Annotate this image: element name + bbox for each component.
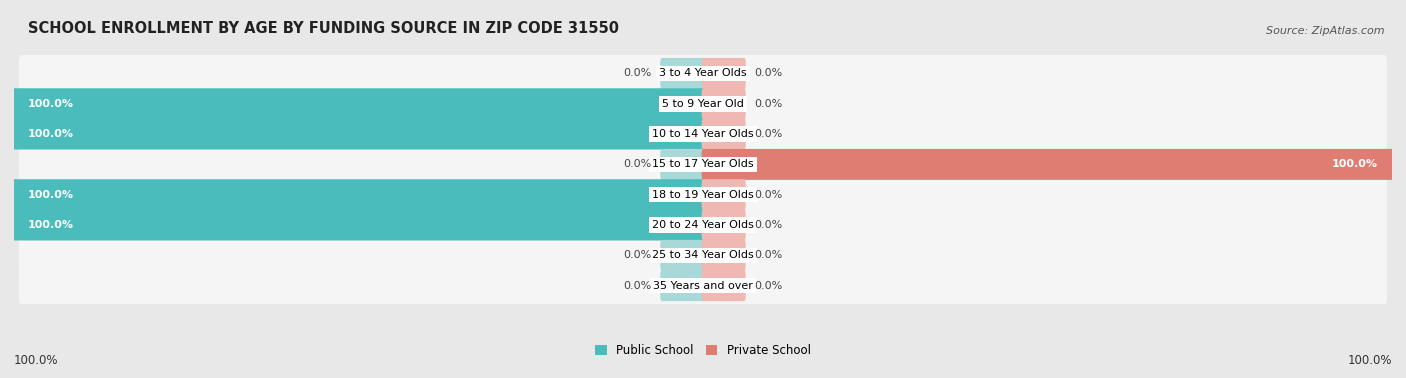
Text: 0.0%: 0.0% [623,281,651,291]
Text: 0.0%: 0.0% [755,68,783,78]
FancyBboxPatch shape [661,58,704,89]
FancyBboxPatch shape [18,176,1388,213]
Text: SCHOOL ENROLLMENT BY AGE BY FUNDING SOURCE IN ZIP CODE 31550: SCHOOL ENROLLMENT BY AGE BY FUNDING SOUR… [28,21,619,36]
FancyBboxPatch shape [702,270,745,301]
FancyBboxPatch shape [702,209,745,240]
FancyBboxPatch shape [18,267,1388,304]
Text: 0.0%: 0.0% [755,250,783,260]
FancyBboxPatch shape [18,237,1388,274]
Text: 100.0%: 100.0% [1331,160,1378,169]
Text: 0.0%: 0.0% [623,250,651,260]
FancyBboxPatch shape [661,149,704,180]
Text: 100.0%: 100.0% [28,220,75,230]
FancyBboxPatch shape [18,206,1388,243]
FancyBboxPatch shape [18,85,1388,122]
Text: 0.0%: 0.0% [755,281,783,291]
FancyBboxPatch shape [13,119,704,150]
Text: 35 Years and over: 35 Years and over [652,281,754,291]
Text: 100.0%: 100.0% [14,354,59,367]
FancyBboxPatch shape [702,179,745,210]
Text: 100.0%: 100.0% [28,129,75,139]
Text: 100.0%: 100.0% [1347,354,1392,367]
FancyBboxPatch shape [13,88,704,119]
FancyBboxPatch shape [661,240,704,271]
FancyBboxPatch shape [18,55,1388,92]
Text: 0.0%: 0.0% [755,220,783,230]
Text: 25 to 34 Year Olds: 25 to 34 Year Olds [652,250,754,260]
FancyBboxPatch shape [18,116,1388,153]
Legend: Public School, Private School: Public School, Private School [591,339,815,361]
Text: Source: ZipAtlas.com: Source: ZipAtlas.com [1267,26,1385,36]
Text: 0.0%: 0.0% [755,190,783,200]
FancyBboxPatch shape [702,240,745,271]
FancyBboxPatch shape [702,149,1393,180]
FancyBboxPatch shape [13,209,704,240]
Text: 0.0%: 0.0% [623,160,651,169]
FancyBboxPatch shape [13,179,704,210]
Text: 0.0%: 0.0% [755,99,783,109]
Text: 0.0%: 0.0% [755,129,783,139]
Text: 0.0%: 0.0% [623,68,651,78]
Text: 18 to 19 Year Olds: 18 to 19 Year Olds [652,190,754,200]
FancyBboxPatch shape [661,270,704,301]
FancyBboxPatch shape [702,119,745,150]
FancyBboxPatch shape [702,58,745,89]
Text: 5 to 9 Year Old: 5 to 9 Year Old [662,99,744,109]
FancyBboxPatch shape [18,146,1388,183]
Text: 3 to 4 Year Olds: 3 to 4 Year Olds [659,68,747,78]
Text: 20 to 24 Year Olds: 20 to 24 Year Olds [652,220,754,230]
Text: 15 to 17 Year Olds: 15 to 17 Year Olds [652,160,754,169]
Text: 10 to 14 Year Olds: 10 to 14 Year Olds [652,129,754,139]
Text: 100.0%: 100.0% [28,190,75,200]
FancyBboxPatch shape [702,88,745,119]
Text: 100.0%: 100.0% [28,99,75,109]
